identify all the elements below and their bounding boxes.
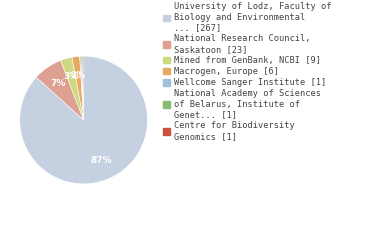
Wedge shape	[80, 56, 84, 120]
Text: 87%: 87%	[91, 156, 112, 165]
Text: 7%: 7%	[51, 79, 66, 88]
Wedge shape	[61, 57, 84, 120]
Wedge shape	[81, 56, 84, 120]
Text: 3%: 3%	[64, 72, 79, 82]
Text: 2%: 2%	[71, 71, 86, 80]
Wedge shape	[20, 56, 147, 184]
Legend: University of Lodz, Faculty of
Biology and Environmental
... [267], National Res: University of Lodz, Faculty of Biology a…	[163, 2, 331, 141]
Wedge shape	[82, 56, 84, 120]
Wedge shape	[72, 56, 84, 120]
Wedge shape	[36, 60, 84, 120]
